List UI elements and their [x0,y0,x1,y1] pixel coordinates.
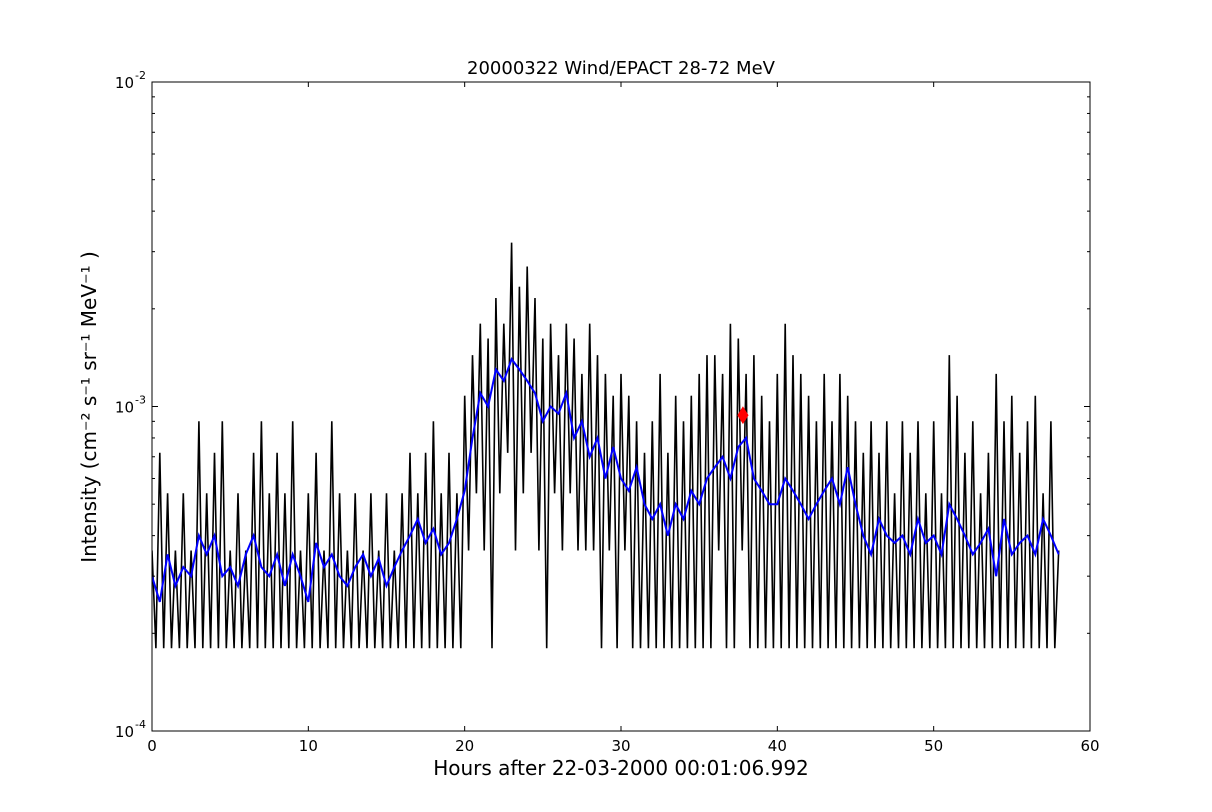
x-tick-label: 40 [768,737,787,755]
x-tick-label: 0 [147,737,157,755]
y-tick-label: 10 [115,74,134,92]
series-line-0 [152,242,1060,649]
y-axis: 10-410-310-2 [115,69,1090,741]
x-axis-label: Hours after 22-03-2000 00:01:06.992 [433,756,809,780]
y-tick-exponent: -2 [135,69,146,82]
series-line-1 [152,357,1060,603]
y-tick-exponent: -4 [135,718,146,731]
x-tick-label: 10 [299,737,318,755]
x-tick-label: 60 [1080,737,1099,755]
chart-title: 20000322 Wind/EPACT 28-72 MeV [467,58,776,79]
y-axis-label: Intensity (cm⁻² s⁻¹ sr⁻¹ MeV⁻¹ ) [77,251,101,563]
y-tick-label: 10 [115,723,134,741]
x-tick-label: 20 [455,737,474,755]
y-tick-label: 10 [115,399,134,417]
y-tick-exponent: -3 [135,394,146,407]
plot-area [151,81,1091,732]
x-axis: 0 10 20 30 40 50 60 [147,82,1100,755]
x-tick-label: 30 [611,737,630,755]
marker-diamond [737,406,749,425]
x-tick-label: 50 [924,737,943,755]
